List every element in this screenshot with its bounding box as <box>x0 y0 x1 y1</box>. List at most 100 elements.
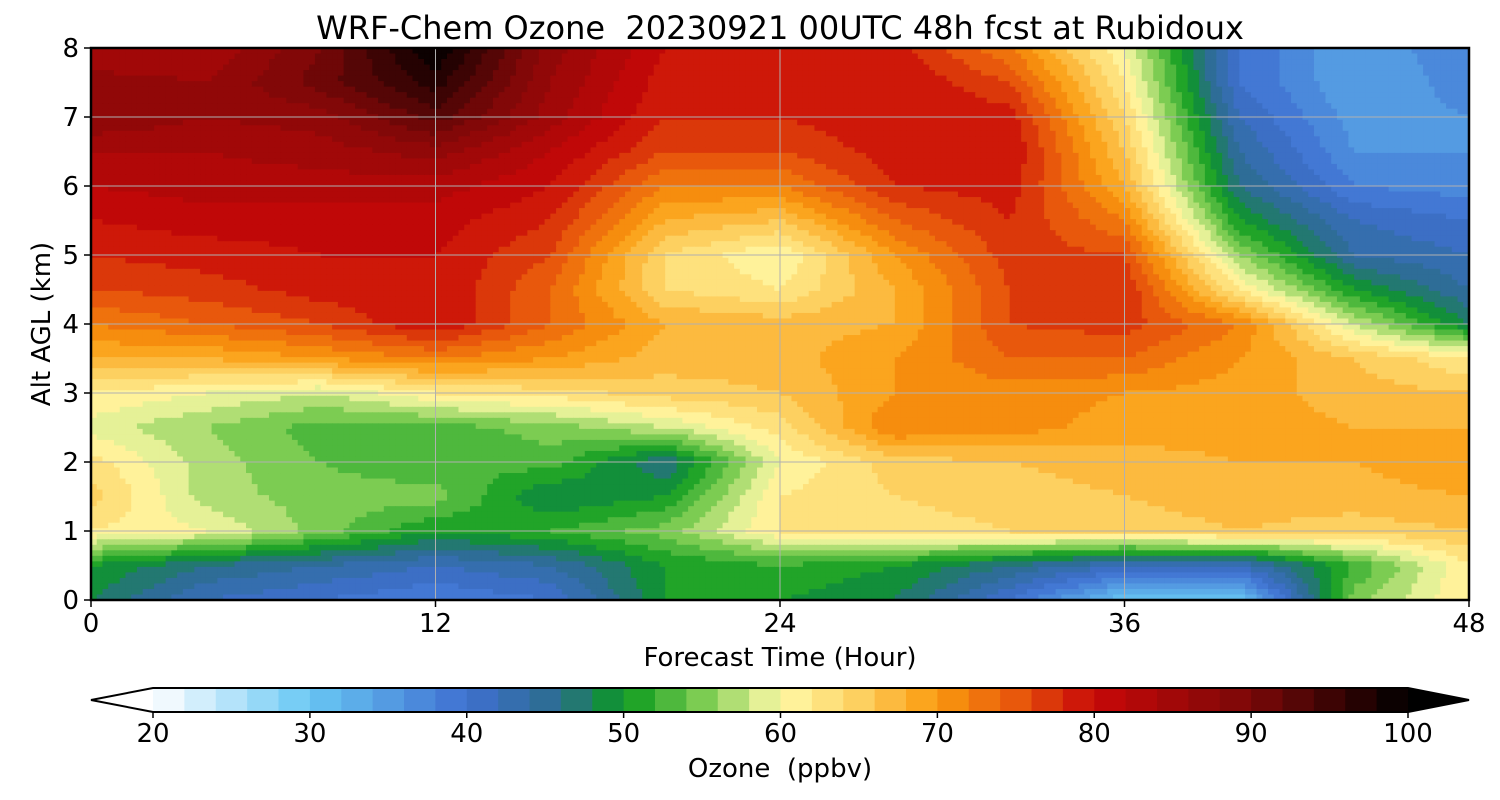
contour-cell <box>958 109 964 115</box>
contour-cell <box>418 76 424 82</box>
contour-cell <box>1067 59 1073 65</box>
contour-cell <box>407 98 413 104</box>
contour-cell <box>568 103 574 109</box>
contour-cell <box>860 125 866 131</box>
contour-cell <box>740 147 746 153</box>
contour-cell <box>1125 158 1131 164</box>
contour-cell <box>1113 131 1119 137</box>
contour-cell <box>303 125 309 131</box>
contour-cell <box>1446 142 1452 148</box>
contour-cell <box>924 54 930 60</box>
contour-cell <box>895 87 901 93</box>
contour-cell <box>1222 76 1228 82</box>
contour-cell <box>235 70 241 76</box>
contour-cell <box>499 103 505 109</box>
contour-cell <box>1302 131 1308 137</box>
contour-cell <box>1079 158 1085 164</box>
contour-cell <box>935 103 941 109</box>
contour-cell <box>855 142 861 148</box>
contour-cell <box>154 136 160 142</box>
contour-cell <box>1268 109 1274 115</box>
contour-cell <box>602 153 608 159</box>
contour-cell <box>780 153 786 159</box>
contour-cell <box>1228 131 1234 137</box>
contour-cell <box>791 109 797 115</box>
contour-cell <box>705 87 711 93</box>
contour-cell <box>631 103 637 109</box>
contour-cell <box>769 103 775 109</box>
contour-cell <box>1234 136 1240 142</box>
contour-cell <box>1320 54 1326 60</box>
contour-cell <box>585 59 591 65</box>
contour-cell <box>166 81 172 87</box>
contour-cell <box>832 120 838 126</box>
contour-cell <box>1371 153 1377 159</box>
contour-cell <box>947 147 953 153</box>
contour-cell <box>1056 103 1062 109</box>
contour-cell <box>791 131 797 137</box>
contour-cell <box>349 158 355 164</box>
contour-cell <box>1130 136 1136 142</box>
contour-cell <box>1314 131 1320 137</box>
contour-cell <box>1285 81 1291 87</box>
contour-cell <box>568 65 574 71</box>
contour-cell <box>1239 92 1245 98</box>
contour-cell <box>298 153 304 159</box>
contour-cell <box>384 125 390 131</box>
contour-cell <box>1280 81 1286 87</box>
contour-cell <box>550 81 556 87</box>
contour-cell <box>613 142 619 148</box>
contour-cell <box>631 70 637 76</box>
contour-cell <box>1458 125 1464 131</box>
contour-cell <box>1417 153 1423 159</box>
contour-cell <box>895 98 901 104</box>
contour-cell <box>636 65 642 71</box>
contour-cell <box>1435 131 1441 137</box>
contour-cell <box>212 158 218 164</box>
contour-cell <box>969 87 975 93</box>
contour-cell <box>143 125 149 131</box>
contour-cell <box>280 70 286 76</box>
contour-cell <box>1228 120 1234 126</box>
contour-cell <box>1170 147 1176 153</box>
contour-cell <box>1314 136 1320 142</box>
contour-cell <box>579 87 585 93</box>
contour-cell <box>223 125 229 131</box>
contour-cell <box>160 81 166 87</box>
contour-cell <box>1423 131 1429 137</box>
contour-cell <box>131 59 137 65</box>
contour-cell <box>401 59 407 65</box>
contour-cell <box>235 153 241 159</box>
contour-cell <box>206 103 212 109</box>
contour-cell <box>533 158 539 164</box>
contour-cell <box>1107 147 1113 153</box>
contour-cell <box>1320 65 1326 71</box>
contour-cell <box>1377 131 1383 137</box>
contour-cell <box>177 70 183 76</box>
contour-cell <box>1073 147 1079 153</box>
contour-cell <box>1004 125 1010 131</box>
contour-cell <box>131 81 137 87</box>
contour-cell <box>1458 70 1464 76</box>
contour-cell <box>269 153 275 159</box>
contour-cell <box>499 153 505 159</box>
contour-cell <box>1268 87 1274 93</box>
contour-cell <box>591 136 597 142</box>
contour-cell <box>1130 103 1136 109</box>
contour-cell <box>992 70 998 76</box>
contour-cell <box>1113 76 1119 82</box>
contour-cell <box>826 81 832 87</box>
contour-cell <box>700 65 706 71</box>
contour-cell <box>1193 65 1199 71</box>
contour-cell <box>504 54 510 60</box>
contour-cell <box>1325 59 1331 65</box>
contour-cell <box>780 147 786 153</box>
contour-cell <box>700 76 706 82</box>
contour-cell <box>1343 103 1349 109</box>
contour-cell <box>849 54 855 60</box>
contour-cell <box>280 59 286 65</box>
contour-cell <box>1222 131 1228 137</box>
contour-cell <box>883 147 889 153</box>
contour-cell <box>476 87 482 93</box>
contour-cell <box>453 158 459 164</box>
